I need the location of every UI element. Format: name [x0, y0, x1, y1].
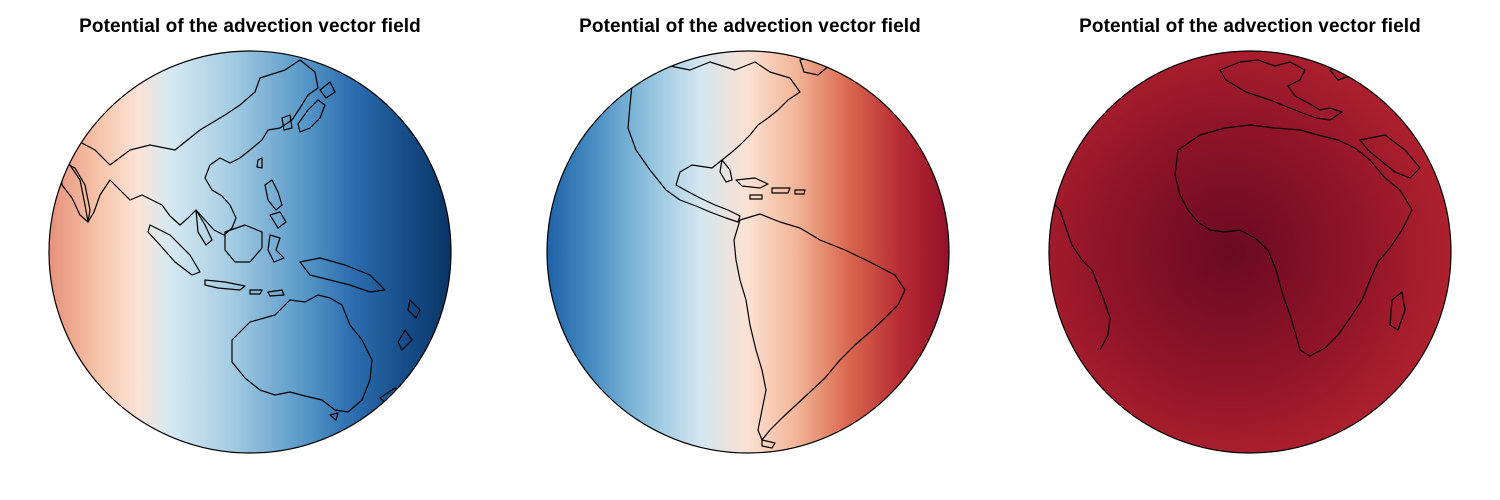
potential-field-shading [49, 51, 451, 453]
potential-field-shading [1049, 51, 1451, 453]
globe-map-africa [1048, 50, 1452, 454]
globe-map-americas [546, 50, 950, 454]
coastlines [627, 54, 906, 449]
map-panel-3: Potential of the advection vector field [1000, 0, 1500, 500]
panel-title: Potential of the advection vector field [1079, 16, 1421, 37]
coastlines [59, 59, 421, 421]
globe-outline [48, 50, 452, 454]
globe-map-asia-pacific [48, 50, 452, 454]
potential-field-shading [547, 51, 949, 453]
panel-title: Potential of the advection vector field [79, 16, 421, 37]
map-panel-2: Potential of the advection vector field [500, 0, 1000, 500]
globe-outline [546, 50, 950, 454]
panel-title: Potential of the advection vector field [579, 16, 921, 37]
globe-outline [1048, 50, 1452, 454]
map-panel-1: Potential of the advection vector field [0, 0, 500, 500]
